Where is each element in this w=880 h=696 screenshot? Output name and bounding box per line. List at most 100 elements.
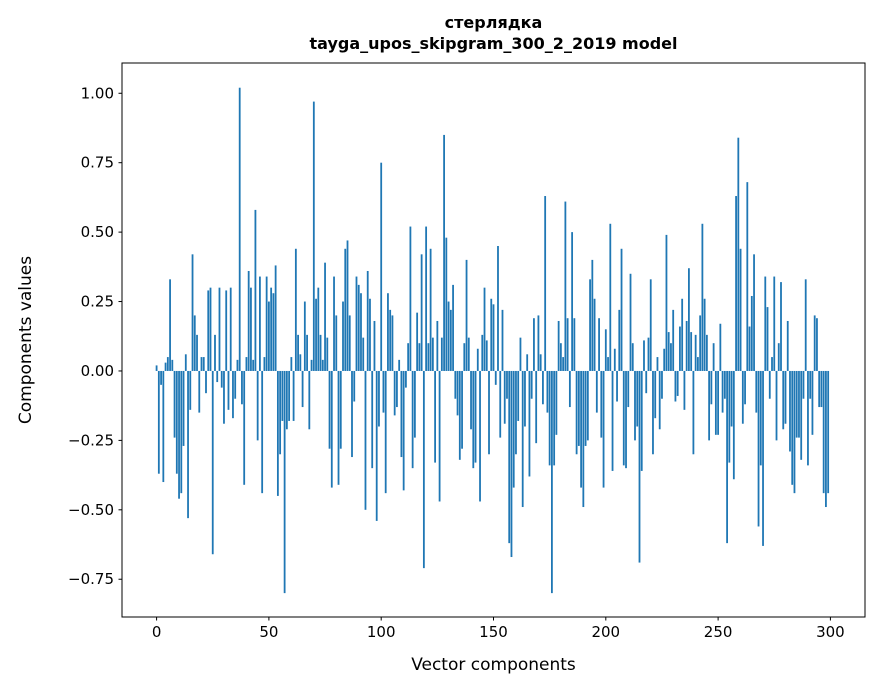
bar <box>187 370 189 519</box>
bar <box>317 287 320 371</box>
bar <box>595 370 598 413</box>
bar <box>533 318 535 371</box>
bar <box>568 370 571 408</box>
bar <box>402 370 405 491</box>
bar <box>290 357 293 371</box>
bar <box>622 370 625 466</box>
y-tick-label: 0.00 <box>81 362 114 380</box>
bar <box>391 315 394 371</box>
bar <box>625 370 627 469</box>
bar <box>503 370 506 424</box>
bar <box>544 196 547 371</box>
bar <box>398 359 401 371</box>
x-tick-label: 150 <box>479 623 508 641</box>
bar <box>447 301 450 371</box>
bar <box>189 370 192 410</box>
bar <box>827 370 830 494</box>
bar <box>654 370 657 419</box>
bar <box>328 370 331 449</box>
y-tick-label: −0.75 <box>68 570 114 588</box>
bar <box>265 276 268 371</box>
bar <box>607 357 609 371</box>
bar <box>777 343 780 371</box>
bar <box>279 370 282 455</box>
y-tick-label: 1.00 <box>81 84 114 102</box>
bar <box>465 259 468 371</box>
bar <box>683 370 686 410</box>
bar <box>665 234 668 371</box>
bar <box>515 370 517 455</box>
bar <box>562 357 565 371</box>
bar <box>211 370 214 555</box>
bar <box>366 270 369 371</box>
bar <box>645 370 648 394</box>
bar <box>539 354 542 371</box>
bar <box>786 320 789 371</box>
bar <box>732 370 735 480</box>
bar <box>216 370 219 383</box>
bar <box>679 326 681 371</box>
bar <box>236 359 239 371</box>
y-tick-label: −0.50 <box>68 501 114 519</box>
bar <box>730 370 733 427</box>
bar <box>409 226 412 371</box>
bar <box>825 370 827 508</box>
bar <box>557 320 560 371</box>
bar <box>315 298 317 371</box>
bar <box>748 326 751 371</box>
bar <box>479 370 481 502</box>
bar <box>378 370 380 427</box>
bar <box>333 276 335 371</box>
bar <box>456 370 459 416</box>
x-tick-label: 200 <box>591 623 620 641</box>
bar <box>470 370 472 430</box>
bar <box>546 370 549 413</box>
bar <box>337 370 340 485</box>
bar <box>494 370 497 385</box>
bar <box>492 304 495 371</box>
bar <box>490 298 493 371</box>
bar <box>449 309 452 371</box>
bar <box>564 201 567 371</box>
bar <box>229 287 232 371</box>
bar <box>252 359 255 371</box>
bar <box>351 370 353 458</box>
bar <box>193 315 196 371</box>
bar <box>223 370 225 424</box>
bar <box>766 307 769 371</box>
bar <box>685 320 688 371</box>
bar <box>387 293 389 371</box>
bar <box>438 370 441 502</box>
bar <box>658 370 661 430</box>
bar <box>294 248 297 371</box>
bar <box>530 370 533 399</box>
bar <box>512 370 515 488</box>
bar <box>746 182 749 371</box>
bar <box>207 290 210 371</box>
bar <box>458 370 461 460</box>
bar <box>800 370 803 460</box>
bar <box>234 370 237 399</box>
bar <box>270 287 273 371</box>
bar <box>535 370 538 444</box>
bar <box>301 370 304 408</box>
bar <box>400 370 403 458</box>
bar <box>274 265 277 371</box>
bar <box>499 370 502 438</box>
bar <box>559 343 562 371</box>
bar <box>710 370 713 405</box>
bar <box>553 370 556 466</box>
bar <box>162 370 165 483</box>
x-axis-label: Vector components <box>411 655 576 675</box>
bar <box>353 370 356 402</box>
bar <box>741 370 744 424</box>
bar <box>703 298 706 371</box>
bar <box>604 329 607 371</box>
bar <box>705 334 708 371</box>
bar <box>634 370 636 441</box>
bar <box>312 101 315 371</box>
bar <box>696 357 699 371</box>
chart-title-line1: стерлядка <box>444 13 543 32</box>
bar <box>259 276 261 371</box>
bar <box>629 273 632 371</box>
